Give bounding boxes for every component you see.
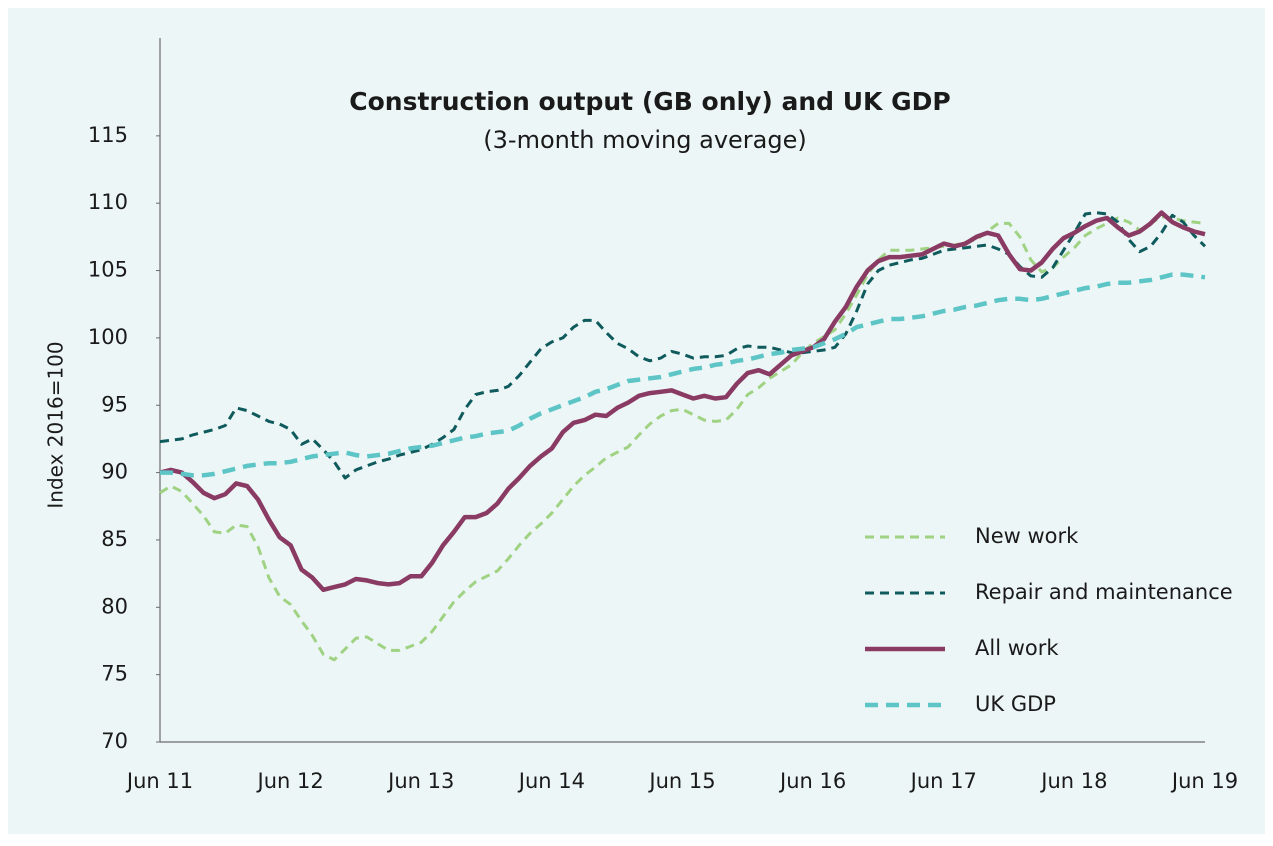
x-tick-label: Jun 13 <box>386 769 454 793</box>
legend-label: UK GDP <box>975 692 1056 716</box>
y-tick-label: 110 <box>88 190 128 214</box>
x-tick-label: Jun 19 <box>1170 769 1238 793</box>
y-tick-label: 105 <box>88 258 128 282</box>
x-tick-label: Jun 18 <box>1039 769 1107 793</box>
legend-label: New work <box>975 524 1079 548</box>
y-tick-label: 85 <box>101 527 128 551</box>
series-line <box>159 215 1206 662</box>
y-tick-label: 90 <box>101 460 128 484</box>
chart-subtitle: (3-month moving average) <box>483 126 806 154</box>
series-line <box>160 272 1206 478</box>
series-line <box>159 211 1207 480</box>
series-line <box>159 210 1206 593</box>
x-tick-label: Jun 11 <box>125 769 193 793</box>
x-tick-label: Jun 17 <box>909 769 977 793</box>
legend-label: All work <box>975 636 1059 660</box>
chart-background <box>8 8 1265 834</box>
y-tick-label: 75 <box>101 662 128 686</box>
legend-label: Repair and maintenance <box>975 580 1233 604</box>
x-tick-label: Jun 15 <box>647 769 715 793</box>
y-tick-label: 95 <box>101 392 128 416</box>
y-tick-label: 70 <box>101 729 128 753</box>
x-tick-label: Jun 12 <box>256 769 324 793</box>
x-tick-label: Jun 16 <box>778 769 846 793</box>
y-tick-label: 80 <box>101 594 128 618</box>
y-tick-label: 115 <box>88 123 128 147</box>
y-tick-label: 100 <box>88 325 128 349</box>
chart-title: Construction output (GB only) and UK GDP <box>349 87 950 116</box>
x-tick-label: Jun 14 <box>517 769 585 793</box>
y-axis-label: Index 2016=100 <box>44 341 68 508</box>
